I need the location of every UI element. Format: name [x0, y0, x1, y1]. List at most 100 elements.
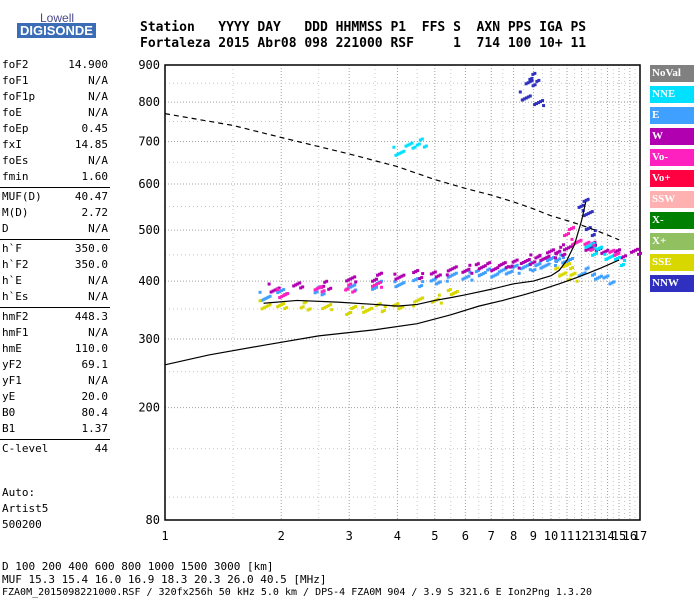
echo-point — [299, 286, 303, 290]
param-row: M(D) 2.72 — [2, 206, 108, 222]
param-row: h`F2 350.0 — [2, 258, 108, 274]
param-row: B1 1.37 — [2, 422, 108, 438]
echo-point — [347, 283, 351, 287]
echo-point — [411, 146, 415, 150]
echo-point — [488, 267, 492, 271]
echo-point — [521, 260, 525, 264]
echo-point — [552, 255, 556, 259]
echo-point — [563, 252, 567, 256]
echo-point — [604, 257, 608, 261]
echo-point — [424, 144, 428, 148]
echo-point — [347, 278, 351, 282]
echo-point — [461, 277, 465, 281]
echo-point — [436, 297, 440, 301]
echo-point — [468, 263, 472, 267]
param-row: yE 20.0 — [2, 390, 108, 406]
echo-point — [412, 304, 416, 308]
echo-point — [351, 284, 355, 288]
y-tick-label: 800 — [138, 95, 160, 109]
echo-point — [538, 253, 542, 257]
echo-point — [375, 285, 379, 289]
echo-point — [486, 262, 490, 266]
echo-point — [583, 271, 587, 275]
echo-point — [361, 305, 365, 309]
echo-point — [344, 288, 348, 292]
param-key: D — [2, 222, 9, 235]
echo-point — [531, 72, 535, 76]
echo-point — [584, 267, 588, 271]
echo-point — [562, 265, 566, 269]
echo-point — [396, 276, 400, 280]
param-value: N/A — [88, 74, 108, 87]
echo-point — [468, 270, 472, 274]
echo-point — [522, 97, 526, 101]
echo-point — [430, 300, 434, 304]
legend-item: NoVal — [650, 65, 694, 82]
echo-point — [596, 247, 600, 251]
echo-point — [579, 273, 583, 277]
y-tick-label: 200 — [138, 401, 160, 415]
echo-point — [542, 104, 546, 108]
echo-point — [378, 302, 382, 306]
echo-point — [533, 71, 537, 75]
echo-point — [543, 256, 547, 260]
echo-point — [282, 288, 286, 292]
echo-point — [465, 275, 469, 279]
echo-point — [501, 262, 505, 266]
echo-point — [556, 266, 560, 270]
echo-point — [535, 79, 539, 83]
echo-point — [399, 306, 403, 310]
x-tick-label: 15 — [612, 529, 626, 543]
echo-point — [413, 300, 417, 304]
echo-point — [560, 273, 564, 277]
echo-point — [373, 286, 377, 290]
echo-point — [476, 269, 480, 273]
echo-point — [558, 249, 562, 253]
echo-point — [446, 289, 450, 293]
echo-point — [417, 142, 421, 146]
echo-point — [602, 276, 606, 280]
echo-point — [304, 300, 308, 304]
echo-point — [323, 306, 327, 310]
echo-point — [347, 312, 351, 316]
echo-point — [325, 279, 329, 283]
muf-row: MUF 15.3 15.4 16.0 16.9 18.3 20.3 26.0 4… — [2, 573, 327, 586]
param-value: 44 — [94, 442, 108, 455]
legend-item: NNW — [650, 275, 694, 292]
header-columns: Station YYYY DAY DDD HHMMSS P1 FFS S AXN… — [140, 20, 587, 35]
echo-point — [292, 284, 296, 288]
echo-point — [506, 271, 510, 275]
echo-point — [614, 250, 618, 254]
echo-point — [577, 274, 581, 278]
echo-point — [629, 250, 633, 254]
echo-point — [604, 249, 608, 253]
echo-point — [401, 305, 405, 309]
echo-point — [568, 228, 572, 232]
param-key: yF1 — [2, 374, 22, 387]
param-key: B1 — [2, 422, 16, 435]
echo-point — [380, 271, 384, 275]
echo-point — [402, 149, 406, 153]
echo-point — [322, 292, 326, 296]
param-row: yF1 N/A — [2, 374, 108, 390]
x-tick-label: 16 — [623, 529, 637, 543]
echo-point — [266, 295, 270, 299]
echo-point — [394, 303, 398, 307]
echo-point — [584, 198, 588, 202]
echo-point — [406, 143, 410, 147]
echo-point — [620, 256, 624, 260]
echo-point — [262, 306, 266, 310]
echo-point — [519, 267, 523, 271]
echo-point — [486, 268, 490, 272]
echo-point — [582, 214, 586, 218]
echo-point — [550, 256, 554, 260]
y-tick-label: 300 — [138, 332, 160, 346]
param-row: fxI 14.85 — [2, 138, 108, 154]
echo-point — [262, 297, 266, 301]
echo-point — [592, 243, 596, 247]
echo-point — [541, 257, 545, 261]
echo-point — [548, 250, 552, 254]
echo-point — [351, 276, 355, 280]
echo-point — [323, 280, 327, 284]
echo-point — [598, 275, 602, 279]
